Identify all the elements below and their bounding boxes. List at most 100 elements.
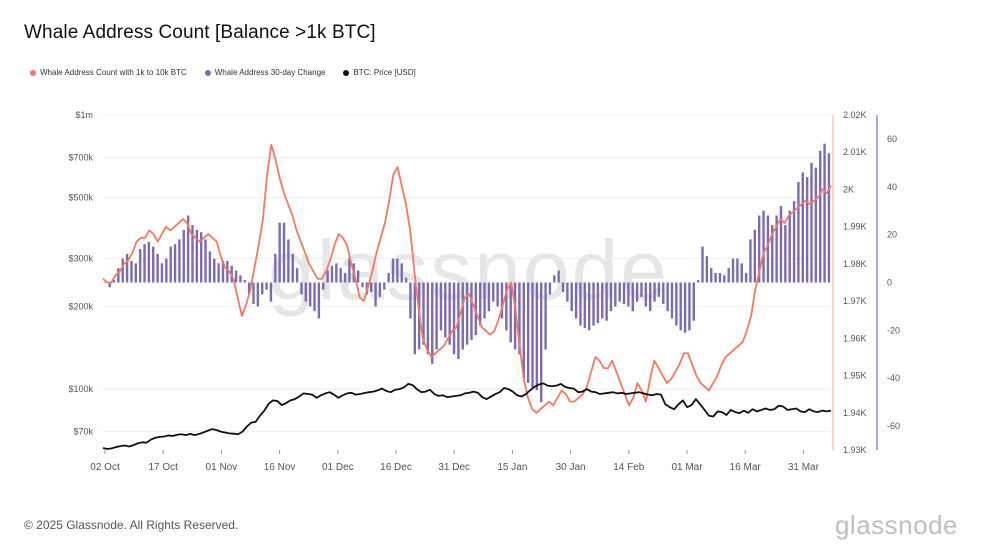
change-bar [670, 282, 674, 319]
change-bar [683, 282, 687, 333]
change-bar [662, 282, 665, 305]
change-bar [152, 246, 155, 283]
change-bar [374, 282, 377, 307]
x-axis-tick: 15 Jan [497, 462, 527, 473]
change-bar [518, 282, 521, 355]
change-bar [378, 282, 382, 297]
change-bar [596, 282, 600, 324]
change-bar [727, 268, 730, 283]
change-bar [810, 162, 813, 283]
change-axis-tick: 20 [887, 230, 897, 240]
change-bar [326, 270, 329, 283]
change-bar [714, 272, 717, 283]
change-bar [579, 282, 582, 326]
change-bar [675, 282, 678, 326]
change-bar [226, 260, 229, 283]
change-bar [356, 270, 360, 283]
change-bar [313, 282, 316, 312]
change-bar [291, 253, 294, 283]
change-bar [208, 251, 212, 283]
change-bar [823, 143, 826, 283]
change-bar [108, 282, 111, 288]
change-bar [239, 275, 242, 283]
change-bar [762, 210, 765, 283]
change-bar [247, 282, 251, 295]
change-bar [269, 282, 273, 302]
change-bar [274, 253, 277, 283]
change-bar [156, 253, 159, 283]
change-bar [618, 282, 621, 302]
change-bar [370, 282, 373, 293]
change-bar [553, 275, 556, 283]
legend-item-change[interactable]: Whale Address 30-day Change [204, 68, 325, 77]
change-bar [383, 282, 386, 290]
count-axis-tick: 2K [843, 184, 854, 194]
legend-item-price[interactable]: BTC: Price [USD] [343, 68, 416, 77]
change-bar [487, 282, 491, 312]
change-bar [322, 282, 325, 290]
count-axis-tick: 1.93K [843, 445, 867, 455]
change-bar [295, 268, 299, 283]
change-bar [317, 282, 321, 319]
change-bar [657, 282, 661, 297]
change-bar [805, 177, 809, 283]
change-bar [496, 282, 499, 307]
change-bar [483, 282, 486, 319]
legend-label-price: BTC: Price [USD] [353, 68, 416, 77]
btc-price-line [102, 382, 832, 450]
x-axis-tick: 31 Mar [788, 462, 820, 473]
change-bar [125, 253, 129, 283]
change-bar [644, 282, 648, 307]
change-bar [688, 282, 691, 331]
change-axis-tick: 0 [887, 278, 892, 288]
price-axis-tick: $500k [68, 193, 93, 203]
change-bar [605, 282, 608, 321]
change-bar [779, 205, 783, 283]
change-bar [666, 282, 669, 312]
legend-dot-count [30, 69, 36, 76]
change-bar [339, 268, 342, 283]
change-bar [234, 270, 238, 283]
change-bar [500, 282, 504, 319]
change-bar [134, 263, 137, 283]
x-axis-tick: 30 Jan [556, 462, 586, 473]
count-axis-tick: 1.98K [843, 259, 867, 269]
change-bar [819, 150, 822, 283]
change-bar [256, 282, 260, 307]
change-bar [143, 244, 146, 283]
change-bar [470, 282, 473, 340]
change-axis-tick: -60 [887, 421, 900, 431]
change-bar [361, 282, 364, 288]
change-bar [217, 263, 220, 283]
legend-item-count[interactable]: Whale Address Count with 1k to 10k BTC [30, 68, 187, 77]
change-bar [165, 258, 168, 283]
change-bar [300, 282, 303, 295]
change-bar [701, 246, 704, 283]
change-bar [635, 282, 639, 302]
change-bar [426, 282, 430, 355]
change-bar [801, 172, 804, 283]
change-bar [505, 282, 508, 331]
change-bar [587, 282, 591, 331]
change-bar [186, 215, 190, 283]
price-axis-tick: $1m [75, 110, 93, 120]
change-bar [513, 282, 517, 350]
legend-dot-change [204, 69, 211, 76]
change-bar [178, 239, 181, 283]
change-bar [404, 277, 408, 283]
change-bar [348, 258, 351, 283]
copyright-footer: © 2025 Glassnode. All Rights Reserved. [24, 518, 239, 532]
change-bar [627, 282, 630, 307]
legend-dot-price [343, 69, 350, 76]
change-bar [213, 258, 216, 283]
change-bar [775, 215, 778, 283]
change-bar [531, 282, 534, 388]
change-bar [548, 282, 552, 295]
change-bar [601, 282, 604, 319]
change-bar [252, 282, 255, 305]
change-bar [679, 282, 682, 331]
change-bar [649, 282, 652, 312]
change-bar [557, 270, 560, 283]
x-axis-tick: 02 Oct [90, 462, 120, 473]
